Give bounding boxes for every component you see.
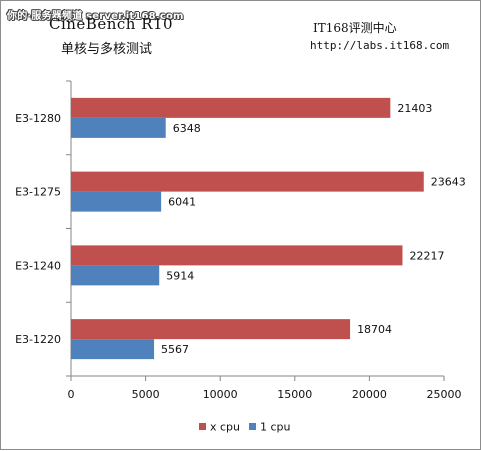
x-tick-label: 15000 <box>277 388 312 401</box>
data-label: 5914 <box>166 269 194 282</box>
chart-subtitle: 单核与多核测试 <box>61 42 153 57</box>
bar-1-cpu <box>71 339 155 360</box>
data-label: 6041 <box>168 196 196 209</box>
bar-x-cpu <box>71 319 351 340</box>
bar-x-cpu <box>71 245 403 266</box>
x-tick-label: 20000 <box>352 388 387 401</box>
data-label: 6348 <box>173 122 201 135</box>
chart-title: CineBench R10 <box>49 15 174 33</box>
bar-1-cpu <box>71 191 162 212</box>
x-tick-label: 25000 <box>427 388 462 401</box>
legend-label-1-cpu: 1 cpu <box>260 421 291 434</box>
data-label: 23643 <box>431 176 466 189</box>
x-tick-label: 10000 <box>203 388 238 401</box>
x-tick-label: 0 <box>68 388 75 401</box>
category-label: E3-1280 <box>15 112 61 125</box>
data-label: 22217 <box>409 249 444 262</box>
category-label: E3-1275 <box>15 186 61 199</box>
data-label: 21403 <box>397 102 432 115</box>
watermark: 你的·服务器频道 server.it168.com <box>7 11 184 22</box>
category-label: E3-1220 <box>15 333 61 346</box>
source-title: IT168评测中心 <box>313 21 397 35</box>
category-label: E3-1240 <box>15 259 61 272</box>
bar-x-cpu <box>71 171 424 192</box>
bar-x-cpu <box>71 97 391 118</box>
bar-1-cpu <box>71 265 160 286</box>
legend-swatch-1-cpu <box>249 423 256 430</box>
legend-label-x-cpu: x cpu <box>210 421 240 434</box>
data-label: 5567 <box>161 343 189 356</box>
source-url: http://labs.it168.com <box>310 39 450 52</box>
x-tick-label: 5000 <box>132 388 160 401</box>
legend-swatch-x-cpu <box>199 423 206 430</box>
bar-1-cpu <box>71 117 166 138</box>
data-label: 18704 <box>357 323 392 336</box>
